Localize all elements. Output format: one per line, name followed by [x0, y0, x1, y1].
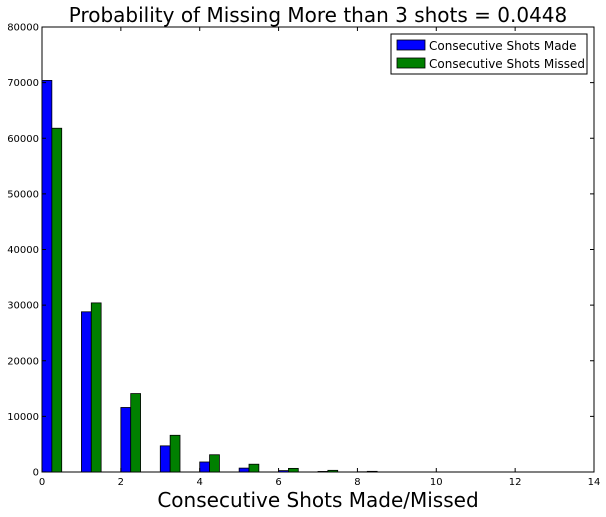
bar-missed [169, 434, 181, 473]
chart-title: Probability of Missing More than 3 shots… [68, 3, 568, 27]
bar-made [317, 471, 329, 473]
y-tick-label: 80000 [7, 23, 39, 34]
y-tick-label: 10000 [7, 412, 39, 423]
legend-swatch [396, 57, 426, 69]
bar-made [159, 445, 171, 473]
y-tick-label: 60000 [7, 134, 39, 145]
legend-label: Consecutive Shots Made [429, 39, 577, 53]
bar-made [81, 311, 92, 473]
x-tick-label: 10 [430, 477, 443, 488]
bar-missed [248, 463, 260, 473]
bar-made [199, 461, 210, 473]
legend-label: Consecutive Shots Missed [429, 57, 585, 71]
bar-made [120, 407, 132, 473]
x-tick-label: 0 [39, 477, 45, 488]
bar-made [238, 467, 250, 473]
bar-missed [366, 470, 378, 473]
x-tick-label: 2 [118, 477, 124, 488]
bar-made [278, 470, 289, 473]
bar-missed [130, 393, 141, 473]
bar-made [41, 80, 53, 473]
x-axis-label: Consecutive Shots Made/Missed [157, 488, 479, 512]
x-tick-label: 4 [197, 477, 203, 488]
y-tick-label: 70000 [7, 78, 39, 89]
plot-frame [41, 26, 595, 473]
x-tick-label: 14 [588, 477, 601, 488]
y-tick-label: 40000 [7, 245, 39, 256]
x-tick-label: 6 [275, 477, 281, 488]
x-tick-label: 12 [509, 477, 522, 488]
x-tick-label: 8 [354, 477, 360, 488]
y-tick-label: 50000 [7, 189, 39, 200]
y-tick-label: 0 [33, 468, 39, 479]
legend-swatch [396, 39, 426, 51]
bar-missed [51, 127, 63, 473]
bar-missed [90, 302, 102, 473]
y-tick-label: 20000 [7, 356, 39, 367]
y-tick-label: 30000 [7, 301, 39, 312]
bar-missed [209, 454, 220, 473]
bar-missed [327, 469, 339, 473]
bar-missed [288, 467, 299, 473]
